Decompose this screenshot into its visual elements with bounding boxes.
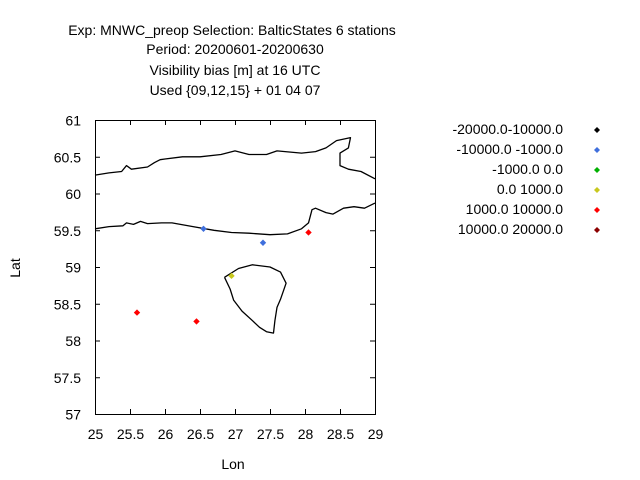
- coastlines: [94, 136, 376, 334]
- x-axis-label: Lon: [221, 456, 244, 472]
- data-point: [259, 239, 267, 246]
- coastline-0: [94, 136, 376, 180]
- x-tick-label: 27: [228, 426, 244, 442]
- y-axis-ticks: 57 57.5 58 58.5 59 59.5 60 60.5 61: [54, 113, 375, 423]
- y-tick-label: 60: [65, 186, 81, 202]
- x-tick-label: 26.5: [187, 426, 214, 442]
- legend-entry-marker: [594, 167, 600, 173]
- legend-entry-label: -1000.0 0.0: [492, 161, 563, 177]
- data-point: [133, 309, 141, 316]
- legend-entry-marker: [594, 227, 600, 233]
- legend-entry-marker: [594, 147, 600, 153]
- title-line-2: Period: 20200601-20200630: [146, 41, 324, 57]
- title-line-1: Exp: MNWC_preop Selection: BalticStates …: [68, 22, 396, 38]
- y-tick-label: 58: [65, 333, 81, 349]
- legend-entry-marker: [594, 127, 600, 133]
- data-point: [228, 272, 235, 280]
- legend-entry-label: 0.0 1000.0: [497, 181, 563, 197]
- legend-entry-label: 1000.0 10000.0: [466, 201, 564, 217]
- x-tick-label: 28: [298, 426, 314, 442]
- chart-title: Exp: MNWC_preop Selection: BalticStates …: [68, 22, 396, 98]
- data-point: [193, 318, 200, 325]
- legend-entry-marker: [594, 207, 600, 213]
- x-axis-ticks: 25 25.5 26 26.5 27 27.5 28 28.5 29: [88, 120, 384, 442]
- plot-frame: [95, 120, 376, 415]
- data-point: [305, 229, 312, 236]
- x-tick-label: 26: [158, 426, 174, 442]
- title-line-3: Visibility bias [m] at 16 UTC: [150, 62, 321, 78]
- x-tick-label: 29: [368, 426, 384, 442]
- y-tick-label: 60.5: [54, 149, 81, 165]
- y-tick-label: 59: [65, 260, 81, 276]
- x-tick-label: 25.5: [117, 426, 144, 442]
- x-tick-label: 27.5: [257, 426, 284, 442]
- y-tick-label: 59.5: [54, 223, 81, 239]
- coastline-1: [94, 202, 376, 236]
- y-axis-label: Lat: [7, 258, 23, 278]
- legend: -20000.0-10000.0 -10000.0 -1000.0 -1000.0 …: [452, 121, 600, 237]
- x-tick-label: 28.5: [327, 426, 354, 442]
- title-line-4: Used {09,12,15} + 01 04 07: [150, 82, 321, 98]
- x-tick-label: 25: [88, 426, 104, 442]
- legend-entry-marker: [594, 187, 600, 193]
- y-tick-label: 57: [65, 407, 81, 423]
- data-points: [133, 225, 312, 325]
- legend-entry-label: -10000.0 -1000.0: [456, 141, 563, 157]
- data-point: [200, 225, 207, 232]
- coastline-2: [223, 264, 287, 334]
- y-tick-label: 58.5: [54, 296, 81, 312]
- legend-entry-label: 10000.0 20000.0: [458, 221, 563, 237]
- y-tick-label: 57.5: [54, 370, 81, 386]
- y-tick-label: 61: [65, 113, 81, 129]
- legend-entry-label: -20000.0-10000.0: [452, 121, 563, 137]
